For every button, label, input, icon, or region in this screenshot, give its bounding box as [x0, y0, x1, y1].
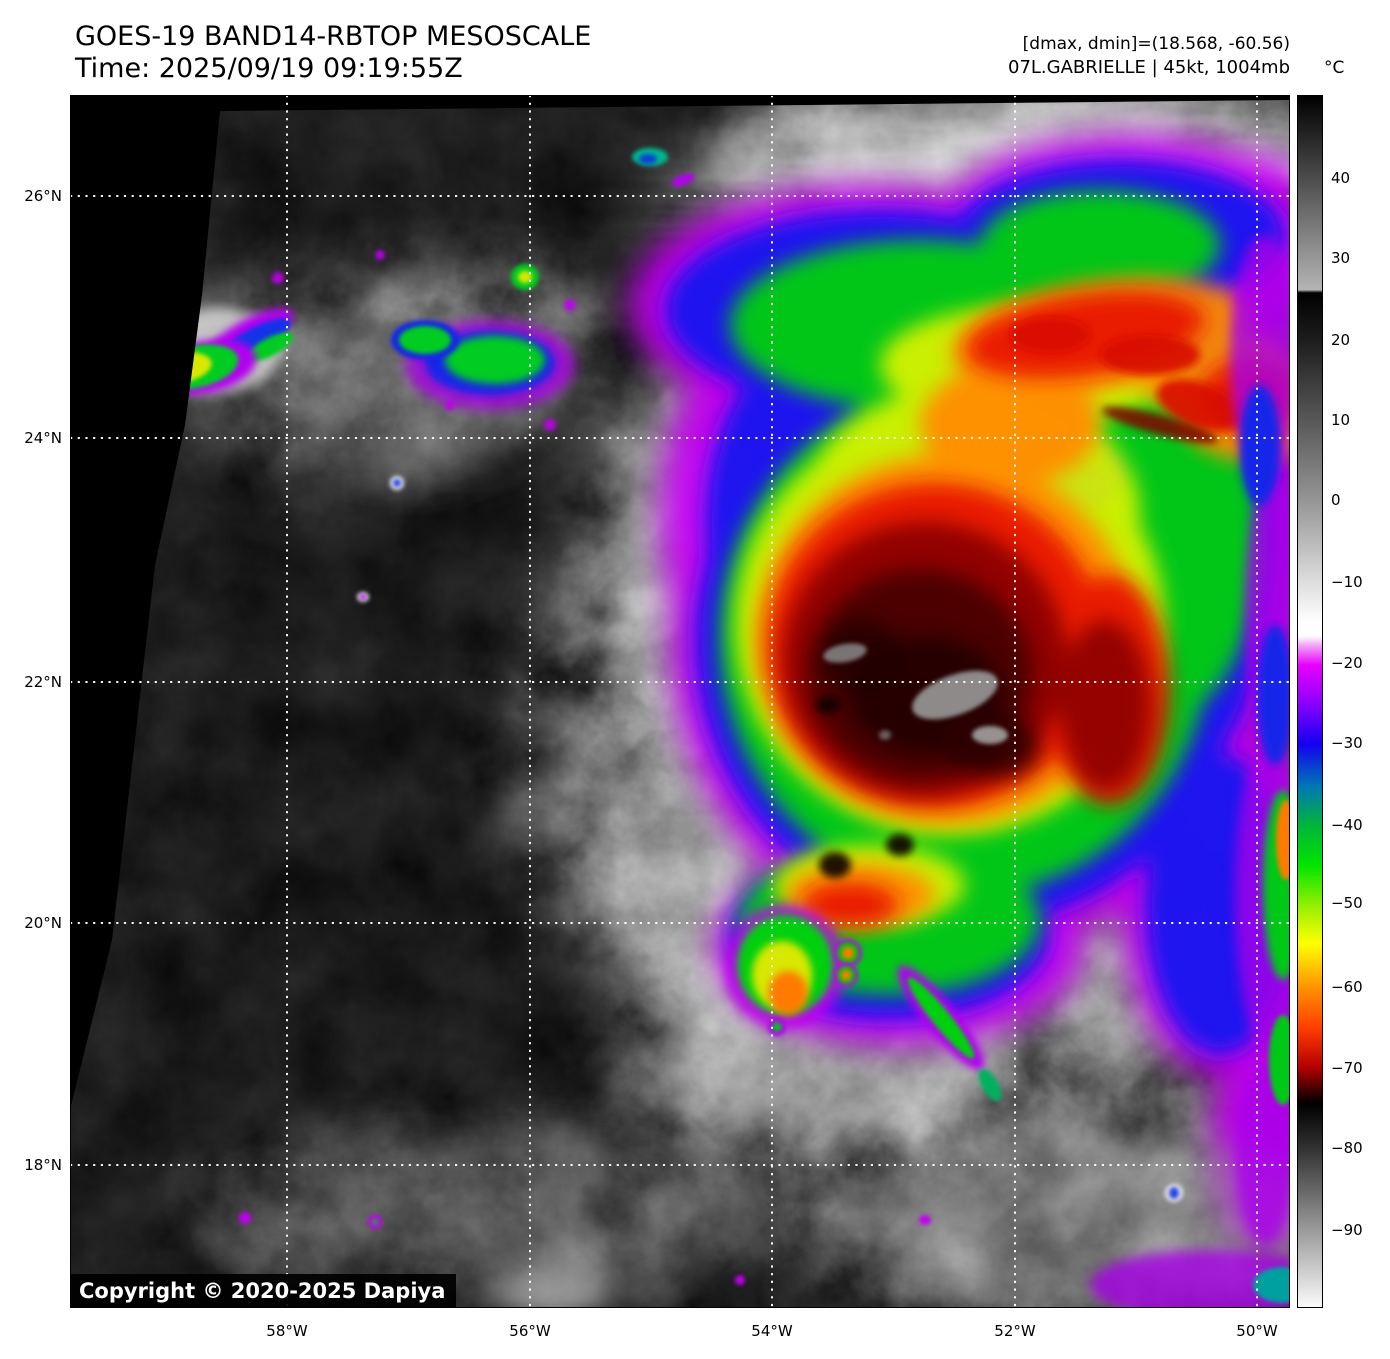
colorbar-tick-label: −70	[1331, 1059, 1363, 1077]
colorbar-tick-label: −50	[1331, 894, 1363, 912]
lat-tick-label: 22°N	[24, 673, 62, 691]
lat-tick-label: 18°N	[24, 1156, 62, 1174]
overshooting-tops	[823, 643, 1008, 744]
colorbar-unit-label: °C	[1324, 58, 1345, 78]
east-edge-strip	[1090, 235, 1290, 1308]
south-convective-cells	[725, 905, 1002, 1102]
colorbar-tick-label: 30	[1331, 249, 1351, 267]
storm-cold-tops	[630, 135, 1290, 1255]
product-time: Time: 2025/09/19 09:19:55Z	[75, 53, 463, 84]
colorbar-tick-label: 0	[1331, 491, 1341, 509]
copyright-label: Copyright © 2020-2025 Dapiya	[70, 1274, 457, 1308]
lon-tick-label: 52°W	[994, 1322, 1036, 1340]
lon-tick-label: 58°W	[266, 1322, 308, 1340]
colorbar-tick-label: −60	[1331, 978, 1363, 996]
map-frame	[70, 95, 1290, 1308]
lat-tick-label: 24°N	[24, 429, 62, 447]
no-data-wedge	[70, 95, 1290, 1110]
satellite-imagery	[70, 95, 1290, 1308]
lon-tick-label: 50°W	[1236, 1322, 1278, 1340]
colorbar-tick-label: −80	[1331, 1139, 1363, 1157]
colorbar-tick-label: 10	[1331, 411, 1351, 429]
storm-info: 07L.GABRIELLE | 45kt, 1004mb	[1008, 57, 1290, 78]
colorbar-tick-label: −10	[1331, 573, 1363, 591]
colorbar-tick-label: 40	[1331, 169, 1351, 187]
colorbar-tick-label: 20	[1331, 331, 1351, 349]
colorbar-tick-label: −20	[1331, 654, 1363, 672]
colorbar-tick-label: −90	[1331, 1221, 1363, 1239]
isolated-specks	[239, 476, 1183, 1285]
range-info: [dmax, dmin]=(18.568, -60.56)	[1022, 34, 1290, 54]
lat-tick-label: 20°N	[24, 914, 62, 932]
colorbar-tick-label: −30	[1331, 734, 1363, 752]
temperature-colorbar	[1297, 95, 1323, 1308]
midwest-cells	[272, 148, 695, 431]
colorbar-tick-label: −40	[1331, 816, 1363, 834]
lon-tick-label: 54°W	[751, 1322, 793, 1340]
product-title: GOES-19 BAND14-RBTOP MESOSCALE	[75, 21, 592, 52]
satellite-map: Copyright © 2020-2025 Dapiya	[70, 95, 1290, 1308]
graticule-gridlines	[70, 95, 1290, 1308]
lon-tick-label: 56°W	[509, 1322, 551, 1340]
lat-tick-label: 26°N	[24, 187, 62, 205]
